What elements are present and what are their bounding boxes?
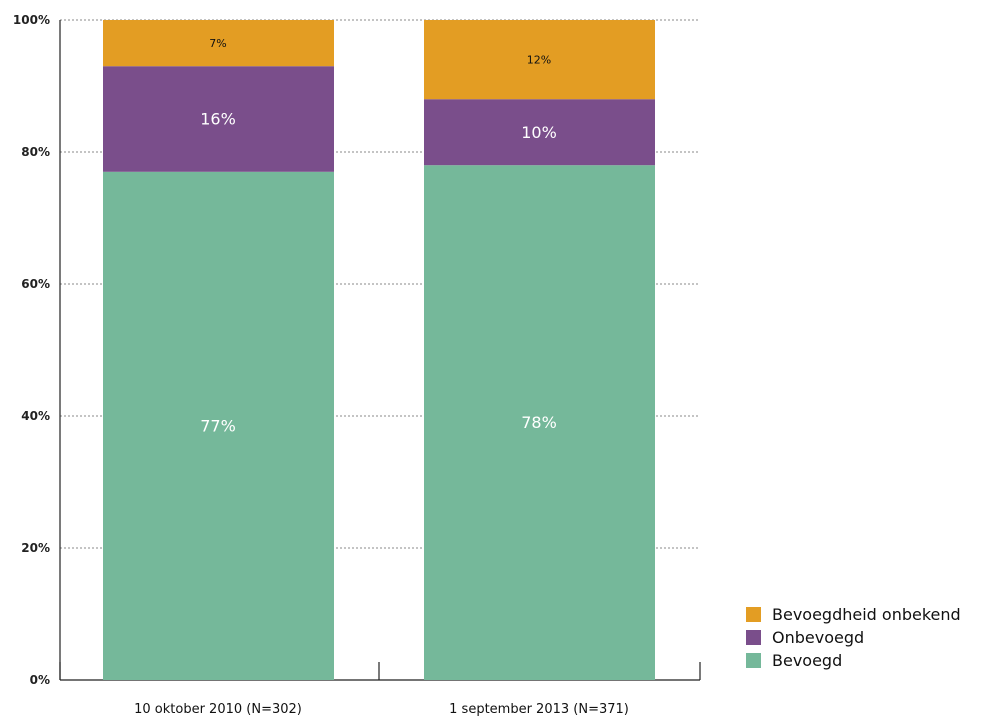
data-label: 7% xyxy=(209,37,226,50)
y-tick-label: 0% xyxy=(30,673,50,687)
legend-swatch xyxy=(746,607,761,622)
bar-segment-bevoegdheid-onbekend xyxy=(424,20,655,100)
legend-label: Onbevoegd xyxy=(772,628,865,647)
bar-segment-bevoegdheid-onbekend xyxy=(103,20,334,67)
y-tick-label: 100% xyxy=(13,13,50,27)
data-label: 12% xyxy=(527,53,551,66)
legend: Bevoegdheid onbekend Onbevoegd Bevoegd xyxy=(746,603,961,672)
legend-label: Bevoegd xyxy=(772,651,843,670)
data-label: 10% xyxy=(521,123,557,142)
legend-swatch xyxy=(746,653,761,668)
data-label: 77% xyxy=(200,417,236,436)
x-category-label: 1 september 2013 (N=371) xyxy=(449,702,629,717)
legend-item: Bevoegdheid onbekend xyxy=(746,603,961,626)
x-category-label: 10 oktober 2010 (N=302) xyxy=(134,702,302,717)
y-tick-label: 60% xyxy=(21,277,50,291)
bar-segment-bevoegd xyxy=(103,171,334,681)
y-tick-label: 80% xyxy=(21,145,50,159)
bar-segment-bevoegd xyxy=(424,165,655,680)
bar-segment-onbevoegd xyxy=(424,99,655,166)
legend-label: Bevoegdheid onbekend xyxy=(772,605,961,624)
y-tick-label: 40% xyxy=(21,409,50,423)
data-label: 78% xyxy=(521,413,557,432)
y-tick-label: 20% xyxy=(21,541,50,555)
legend-swatch xyxy=(746,630,761,645)
bars xyxy=(103,20,655,681)
labels: 0% 20% 40% 60% 80% 100% 77% 16% 7% 10 oktober 201… xyxy=(13,13,629,717)
data-label: 16% xyxy=(200,110,236,129)
bar-segment-onbevoegd xyxy=(103,66,334,172)
legend-item: Onbevoegd xyxy=(746,626,961,649)
legend-item: Bevoegd xyxy=(746,649,961,672)
